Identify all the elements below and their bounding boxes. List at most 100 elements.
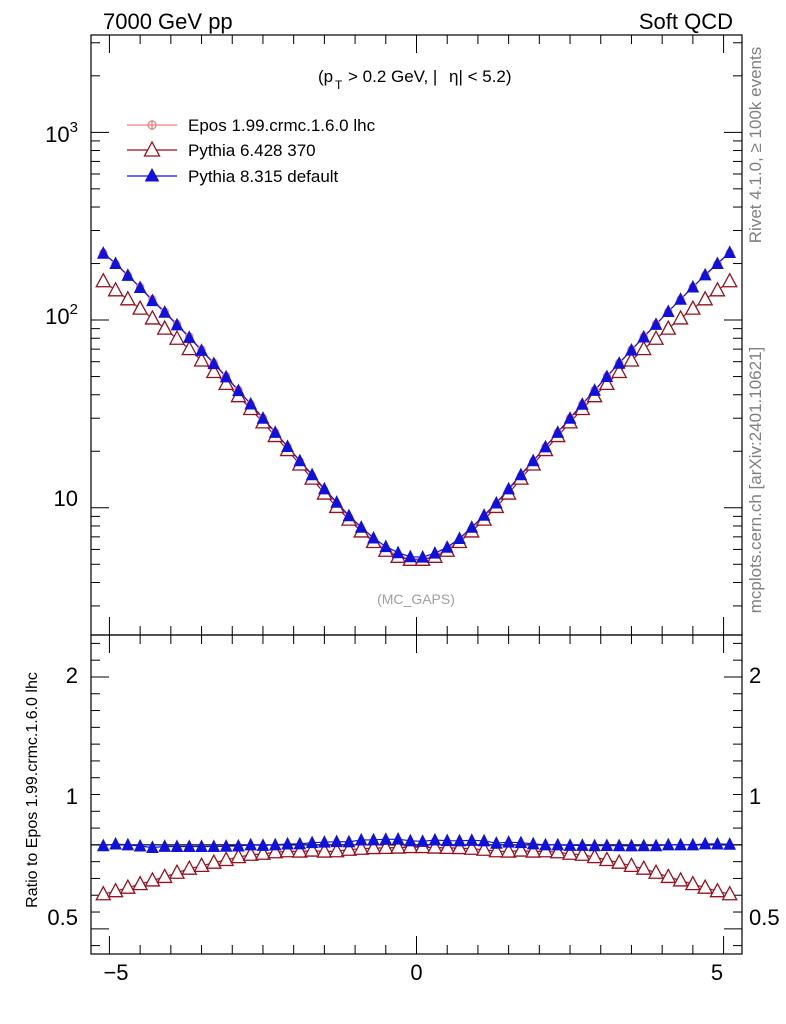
ratio-point-py8 [526,836,540,850]
ratio-point-py8 [490,836,503,849]
point-py8 [330,495,343,508]
point-py8 [674,292,687,305]
ratio-point-py8 [268,837,282,851]
point-py8 [170,317,184,331]
ratio-point-py6 [304,841,321,857]
ratio-point-py6 [365,839,382,855]
ratio-point-py8 [723,837,737,850]
point-py8 [440,540,454,553]
point-py8 [219,369,233,383]
ratio-point-py6 [389,838,407,854]
ratio-point-py6 [475,840,493,856]
point-py6 [709,281,726,297]
ratio-point-py8 [563,838,577,851]
x-tick-label-5: 5 [711,960,723,985]
ratio-point-py8 [661,837,675,851]
ratio-point-py8 [416,834,429,847]
ratio-point-py6 [549,843,566,859]
ratio-point-py8 [244,837,257,851]
ratio-point-py8 [121,837,135,851]
ratio-point-py6 [353,839,370,855]
ratio-point-py8 [440,833,454,847]
ratio-point-py6 [328,842,345,858]
ratio-point-py8 [428,832,442,846]
ratio-point-py8 [158,839,172,852]
legend-entry-py6: Pythia 6.428 370 [127,140,316,160]
point-py8 [121,268,135,281]
ratio-y-tick-05: 0.5 [47,905,78,930]
point-py8 [539,439,552,453]
point-py6 [660,319,677,335]
point-py8 [293,453,307,467]
point-py6 [635,340,652,356]
ratio-point-py6 [672,871,689,887]
ratio-point-py6 [267,843,284,859]
energy-label: 7000 GeV pp [103,9,233,34]
ratio-point-py6 [193,856,210,873]
ratio-point-py6 [242,845,259,861]
point-py8 [416,549,429,563]
point-py6 [107,281,124,297]
point-py8 [281,439,294,453]
ratio-point-py6 [660,868,677,884]
ratio-point-py8 [96,838,110,852]
ratio-point-py6 [107,882,124,898]
point-py8 [551,425,565,438]
point-py6 [181,340,198,356]
ratio-y-tick-2-right: 2 [749,663,761,688]
ratio-point-py8 [133,838,147,852]
ratio-point-py6 [218,851,235,867]
point-py8 [391,545,405,559]
ratio-point-py6 [623,856,640,873]
ratio-point-py6 [488,842,505,858]
point-py8 [514,467,528,481]
ratio-point-py8 [404,833,417,847]
ratio-point-py8 [514,835,528,849]
main-annotation: (p T > 0.2 GeV, | η| < 5.2) [318,67,512,92]
category-label: Soft QCD [639,9,733,34]
ratio-y-tick-labels-left: 0.5 1 2 [47,663,78,930]
point-py6 [119,290,136,306]
main-series [95,245,738,566]
point-py8 [244,396,257,410]
ratio-point-py6 [181,859,198,875]
ratio-point-py6 [426,838,444,854]
ratio-point-py8 [281,836,294,850]
ratio-y-tick-2: 2 [66,663,78,688]
ratio-point-py8 [293,836,307,850]
ratio-point-py8 [256,838,270,851]
ratio-point-py6 [709,882,726,898]
point-py8 [686,279,700,293]
point-py8 [612,356,626,369]
ratio-point-py6 [230,848,247,864]
series-line-py6 [102,280,731,561]
legend-entry-epos: Epos 1.99.crmc.1.6.0 lhc [127,116,376,135]
point-py8 [305,467,319,481]
ratio-point-py6 [144,871,161,887]
point-py8 [576,397,589,410]
legend-label-epos: Epos 1.99.crmc.1.6.0 lhc [188,116,376,135]
ratio-point-py8 [551,837,565,851]
point-py8 [207,356,221,370]
ratio-point-py6 [156,868,173,884]
ratio-point-py6 [574,845,591,861]
point-py6 [697,290,714,306]
ratio-point-py8 [698,836,712,850]
point-py8 [637,329,651,343]
ratio-point-py6 [598,851,615,867]
point-py8 [109,256,122,270]
x-tick-labels: −5 0 5 [103,960,723,985]
ratio-point-py8 [588,838,601,852]
ratio-point-py6 [561,844,579,860]
ratio-point-py6 [697,878,714,894]
point-py8 [625,342,638,356]
point-py8 [146,293,159,307]
ratio-point-py6 [647,863,665,879]
ratio-point-py6 [254,844,272,860]
point-py8 [342,508,356,522]
point-py8 [526,453,540,467]
point-py8 [379,539,393,553]
point-py8 [256,411,270,424]
ratio-point-py6 [439,839,456,855]
